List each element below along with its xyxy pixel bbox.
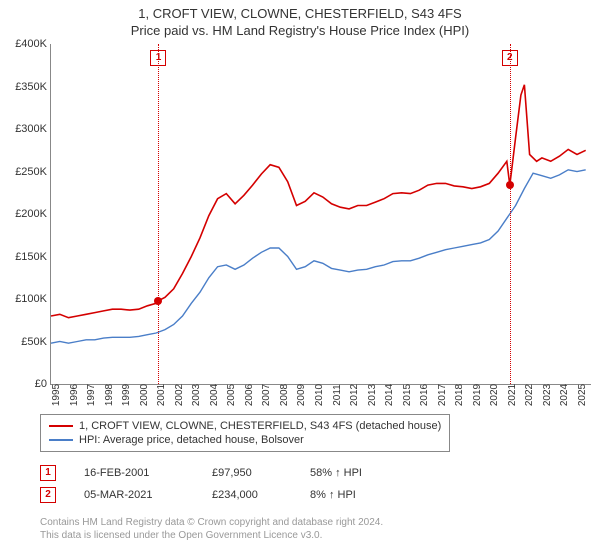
x-axis-tick: 2019: [472, 384, 483, 406]
sale-row-marker: 2: [40, 487, 56, 503]
x-axis-tick: 2014: [384, 384, 395, 406]
series-line-hpi: [51, 170, 586, 343]
sale-event-line: [158, 44, 159, 384]
x-axis-tick: 2013: [367, 384, 378, 406]
x-axis-tick: 2010: [314, 384, 325, 406]
footer-line-2: This data is licensed under the Open Gov…: [40, 529, 383, 542]
x-axis-tick: 2020: [489, 384, 500, 406]
sale-event-line: [510, 44, 511, 384]
footer-line-1: Contains HM Land Registry data © Crown c…: [40, 516, 383, 529]
x-axis-tick: 2008: [279, 384, 290, 406]
x-axis-tick: 2001: [156, 384, 167, 406]
x-axis-tick: 1995: [51, 384, 62, 406]
x-axis-tick: 2005: [226, 384, 237, 406]
x-axis-tick: 1996: [69, 384, 80, 406]
footer-attribution: Contains HM Land Registry data © Crown c…: [40, 516, 383, 542]
y-axis-tick: £100K: [1, 293, 47, 305]
y-axis-tick: £350K: [1, 81, 47, 93]
legend: 1, CROFT VIEW, CLOWNE, CHESTERFIELD, S43…: [40, 414, 450, 452]
page-title-2: Price paid vs. HM Land Registry's House …: [0, 23, 600, 38]
y-axis-tick: £50K: [1, 336, 47, 348]
x-axis-tick: 2025: [577, 384, 588, 406]
sale-dot: [154, 297, 162, 305]
page-title-1: 1, CROFT VIEW, CLOWNE, CHESTERFIELD, S43…: [0, 6, 600, 21]
x-axis-tick: 2007: [261, 384, 272, 406]
x-axis-tick: 2004: [209, 384, 220, 406]
sale-price: £97,950: [212, 467, 282, 479]
legend-label: 1, CROFT VIEW, CLOWNE, CHESTERFIELD, S43…: [79, 420, 441, 432]
y-axis-tick: £200K: [1, 208, 47, 220]
sale-price: £234,000: [212, 489, 282, 501]
x-axis-tick: 2002: [174, 384, 185, 406]
x-axis-tick: 2021: [507, 384, 518, 406]
sale-row: 2 05-MAR-2021 £234,000 8% ↑ HPI: [40, 484, 400, 506]
x-axis-tick: 2024: [559, 384, 570, 406]
x-axis-tick: 1999: [121, 384, 132, 406]
x-axis-tick: 2018: [454, 384, 465, 406]
series-line-property: [51, 85, 586, 318]
y-axis-tick: £250K: [1, 166, 47, 178]
y-axis-tick: £150K: [1, 251, 47, 263]
x-axis-tick: 2011: [332, 384, 343, 406]
x-axis-tick: 2022: [524, 384, 535, 406]
y-axis-tick: £300K: [1, 123, 47, 135]
price-chart: £0£50K£100K£150K£200K£250K£300K£350K£400…: [50, 44, 591, 385]
x-axis-tick: 2023: [542, 384, 553, 406]
x-axis-tick: 2009: [296, 384, 307, 406]
x-axis-tick: 1998: [104, 384, 115, 406]
x-axis-tick: 1997: [86, 384, 97, 406]
x-axis-tick: 2006: [244, 384, 255, 406]
sales-table: 1 16-FEB-2001 £97,950 58% ↑ HPI 2 05-MAR-2021…: [40, 462, 400, 506]
sale-row: 1 16-FEB-2001 £97,950 58% ↑ HPI: [40, 462, 400, 484]
legend-swatch: [49, 425, 73, 427]
x-axis-tick: 2012: [349, 384, 360, 406]
sale-hpi-delta: 58% ↑ HPI: [310, 467, 400, 479]
x-axis-tick: 2003: [191, 384, 202, 406]
y-axis-tick: £400K: [1, 38, 47, 50]
sale-row-marker: 1: [40, 465, 56, 481]
legend-row: 1, CROFT VIEW, CLOWNE, CHESTERFIELD, S43…: [49, 419, 441, 433]
y-axis-tick: £0: [1, 378, 47, 390]
legend-label: HPI: Average price, detached house, Bols…: [79, 434, 304, 446]
sale-date: 16-FEB-2001: [84, 467, 184, 479]
x-axis-tick: 2000: [139, 384, 150, 406]
legend-swatch: [49, 439, 73, 441]
sale-dot: [506, 181, 514, 189]
sale-event-marker: 1: [150, 50, 166, 66]
x-axis-tick: 2016: [419, 384, 430, 406]
sale-date: 05-MAR-2021: [84, 489, 184, 501]
x-axis-tick: 2015: [402, 384, 413, 406]
legend-row: HPI: Average price, detached house, Bols…: [49, 433, 441, 447]
sale-hpi-delta: 8% ↑ HPI: [310, 489, 400, 501]
x-axis-tick: 2017: [437, 384, 448, 406]
sale-event-marker: 2: [502, 50, 518, 66]
